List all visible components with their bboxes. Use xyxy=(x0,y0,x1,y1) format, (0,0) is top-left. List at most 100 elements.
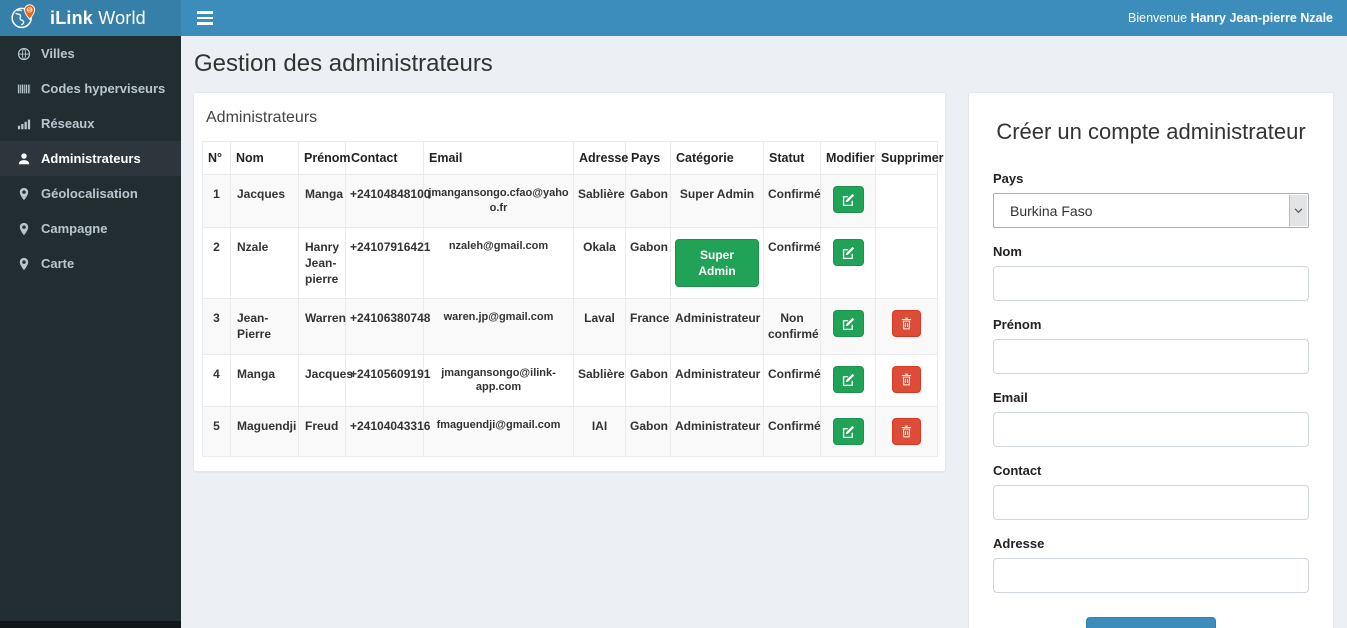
sidebar-item-campagne[interactable]: Campagne xyxy=(0,211,181,246)
cell-statut: Confirmé xyxy=(763,353,821,408)
nom-field-group: Nom xyxy=(993,244,1309,301)
cell-statut: Non confirmé xyxy=(763,298,821,355)
nom-label: Nom xyxy=(993,244,1022,259)
sidebar-item-label: Campagne xyxy=(41,221,108,236)
cell-email: jmangansongo@ilink-app.com xyxy=(423,353,574,408)
pays-select[interactable]: Burkina Faso xyxy=(993,193,1309,228)
cell-categorie: Super Admin xyxy=(670,174,764,228)
cell-num: 1 xyxy=(202,174,231,228)
sidebar-item-label: Carte xyxy=(41,256,75,271)
pays-label: Pays xyxy=(993,171,1024,186)
create-admin-panel: Créer un compte administrateur Pays Burki… xyxy=(968,92,1334,628)
contact-field-group: Contact xyxy=(993,463,1309,520)
adresse-field-group: Adresse xyxy=(993,536,1309,593)
map-marker-icon xyxy=(16,186,32,202)
svg-text:$: $ xyxy=(28,7,32,13)
cell-email: jmangansongo.cfao@yahoo.fr xyxy=(423,174,574,228)
app-title: iLink World xyxy=(50,7,146,28)
column-header: Prénom xyxy=(298,141,351,175)
column-header: Contact xyxy=(345,141,424,175)
edit-button[interactable] xyxy=(832,418,864,446)
cell-modifier xyxy=(820,406,876,458)
email-input[interactable] xyxy=(993,412,1309,447)
create-account-button[interactable]: Créer le compte xyxy=(1085,617,1217,628)
categorie-badge-button[interactable]: Super Admin xyxy=(675,238,759,288)
column-header: Nom xyxy=(230,141,299,175)
cell-email: waren.jp@gmail.com xyxy=(423,298,574,355)
cell-prenom: Freud xyxy=(298,406,346,458)
create-admin-title: Créer un compte administrateur xyxy=(996,119,1306,144)
user-icon xyxy=(16,151,32,167)
cell-statut: Confirmé xyxy=(763,174,821,228)
delete-button[interactable] xyxy=(892,418,921,446)
cell-supprimer xyxy=(875,226,938,300)
column-header: Adresse xyxy=(573,141,628,175)
cell-adresse: Sablière xyxy=(573,174,626,228)
cell-contact: +24104848100 xyxy=(345,174,430,228)
delete-button[interactable] xyxy=(892,365,921,393)
administrators-table: N° Nom Prénom Contact Email Adresse Pays Catégo… xyxy=(202,141,944,458)
cell-supprimer xyxy=(875,406,938,458)
sidebar-bottom-strip xyxy=(0,621,181,628)
cell-supprimer xyxy=(875,298,938,355)
table-header-row: N° Nom Prénom Contact Email Adresse Pays Catégo… xyxy=(202,141,944,175)
cell-pays: Gabon xyxy=(625,174,671,228)
globe-icon xyxy=(16,46,32,62)
cell-categorie: Administrateur xyxy=(670,406,764,458)
sidebar-item-label: Codes hyperviseurs xyxy=(41,81,166,96)
pays-field-group: Pays Burkina Faso xyxy=(993,171,1309,228)
contact-label: Contact xyxy=(993,463,1042,478)
cell-supprimer xyxy=(875,174,938,228)
cell-email: fmaguendji@gmail.com xyxy=(423,406,574,458)
nom-input[interactable] xyxy=(993,266,1309,301)
cell-adresse: Laval xyxy=(573,298,626,355)
cell-modifier xyxy=(820,353,876,408)
prenom-label: Prénom xyxy=(993,317,1042,332)
sidebar-item-carte[interactable]: Carte xyxy=(0,246,181,281)
sidebar-item-codes-hyperviseurs[interactable]: Codes hyperviseurs xyxy=(0,71,181,106)
cell-num: 3 xyxy=(202,298,231,355)
cell-statut: Confirmé xyxy=(763,406,821,458)
adresse-label: Adresse xyxy=(993,536,1045,551)
sidebar-item-villes[interactable]: Villes xyxy=(0,36,181,71)
table-row: 5 Maguendji Freud +24104043316 fmaguendji@gm… xyxy=(202,406,938,458)
sidebar-item-administrateurs[interactable]: Administrateurs xyxy=(0,141,181,176)
email-label: Email xyxy=(993,390,1028,405)
cell-nom: Manga xyxy=(230,353,299,408)
chevron-down-icon[interactable] xyxy=(1289,195,1307,226)
cell-prenom: Manga xyxy=(298,174,346,228)
sidebar-item-r-seaux[interactable]: Réseaux xyxy=(0,106,181,141)
adresse-input[interactable] xyxy=(993,558,1309,593)
cell-pays: France xyxy=(625,298,671,355)
map-marker-icon xyxy=(16,221,32,237)
sidebar-item-label: Villes xyxy=(41,46,75,61)
delete-button[interactable] xyxy=(892,310,921,338)
column-header: Modifier xyxy=(820,141,876,175)
column-header: Catégorie xyxy=(670,141,764,175)
contact-input[interactable] xyxy=(993,485,1309,520)
cell-categorie: Administrateur xyxy=(670,353,764,408)
sidebar-menu: Villes Codes hyperviseurs Réseaux Administr… xyxy=(0,36,181,281)
brand-globe-pin-icon: $ xyxy=(10,1,38,36)
cell-adresse: Okala xyxy=(573,226,626,300)
administrators-panel: Administrateurs N° Nom Prénom Contact Email A… xyxy=(193,92,946,473)
edit-button[interactable] xyxy=(832,186,864,213)
cell-nom: Maguendji xyxy=(230,406,299,458)
edit-button[interactable] xyxy=(832,238,864,266)
edit-button[interactable] xyxy=(832,365,864,393)
table-row: 3 Jean-Pierre Warren +24106380748 waren.jp@g… xyxy=(202,298,938,355)
cell-statut: Confirmé xyxy=(763,226,821,300)
cell-adresse: Sablière xyxy=(573,353,626,408)
edit-button[interactable] xyxy=(832,310,864,338)
cell-prenom: Jacques xyxy=(298,353,353,408)
app-logo[interactable]: $ iLink World xyxy=(0,0,181,36)
sidebar-toggle-icon[interactable] xyxy=(195,7,215,29)
cell-num: 5 xyxy=(202,406,231,458)
column-header: Pays xyxy=(625,141,671,175)
cell-prenom: Hanry Jean-pierre xyxy=(298,226,346,300)
cell-num: 4 xyxy=(202,353,231,408)
prenom-input[interactable] xyxy=(993,339,1309,374)
cell-contact: +24105609191 xyxy=(345,353,430,408)
sidebar-item-g-olocalisation[interactable]: Géolocalisation xyxy=(0,176,181,211)
column-header: N° xyxy=(202,141,231,175)
